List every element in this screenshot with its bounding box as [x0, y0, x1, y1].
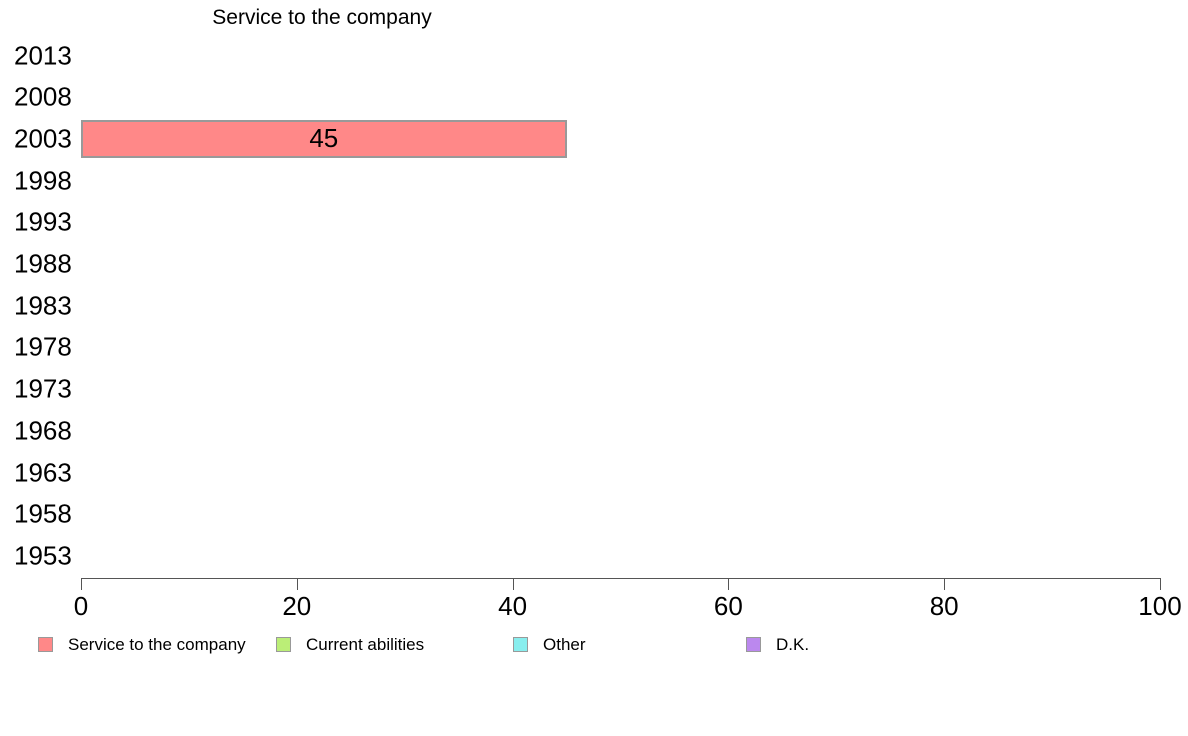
y-axis-label: 1958	[14, 498, 72, 529]
legend-swatch-icon	[513, 637, 528, 652]
x-axis-tick-label: 100	[1138, 591, 1182, 621]
y-axis-label: 1968	[14, 415, 72, 446]
x-axis-tick-label: 60	[713, 591, 743, 621]
y-axis-label: 2013	[14, 40, 72, 70]
x-axis-tick-label: 0	[73, 591, 89, 621]
x-axis-tick	[296, 578, 298, 590]
y-axis-label: 1963	[14, 457, 72, 487]
y-axis-label: 1993	[14, 206, 72, 237]
legend-swatch-icon	[38, 637, 53, 652]
y-axis-label: 2008	[14, 81, 72, 112]
x-axis-tick-label: 80	[929, 591, 959, 621]
y-axis-label: 1978	[14, 331, 72, 362]
y-axis-label: 2003	[14, 123, 72, 154]
x-axis-tick	[1160, 578, 1161, 590]
x-axis-tick	[944, 578, 946, 590]
legend-label: Other	[543, 635, 586, 654]
x-axis-line	[81, 578, 1160, 579]
x-axis-tick-label: 20	[282, 591, 312, 621]
legend-label: Current abilities	[306, 635, 425, 654]
y-axis-label: 1953	[14, 540, 72, 571]
y-axis-label: 1983	[14, 290, 72, 321]
y-axis-label: 1988	[14, 248, 72, 279]
legend-swatch-icon	[746, 637, 761, 652]
bar: 45	[81, 119, 567, 158]
x-axis-tick	[728, 578, 730, 590]
y-axis-label: 1973	[14, 373, 72, 404]
x-axis-tick-label: 40	[498, 591, 528, 621]
chart-title: Service to the company	[212, 6, 432, 29]
y-axis-label: 1998	[14, 165, 72, 196]
legend-label: D.K.	[776, 635, 810, 654]
bar-value-label: 45	[309, 123, 339, 154]
x-axis-tick	[512, 578, 514, 590]
legend-label: Service to the company	[68, 635, 246, 654]
x-axis-tick	[81, 578, 82, 590]
legend-swatch-icon	[276, 637, 291, 652]
